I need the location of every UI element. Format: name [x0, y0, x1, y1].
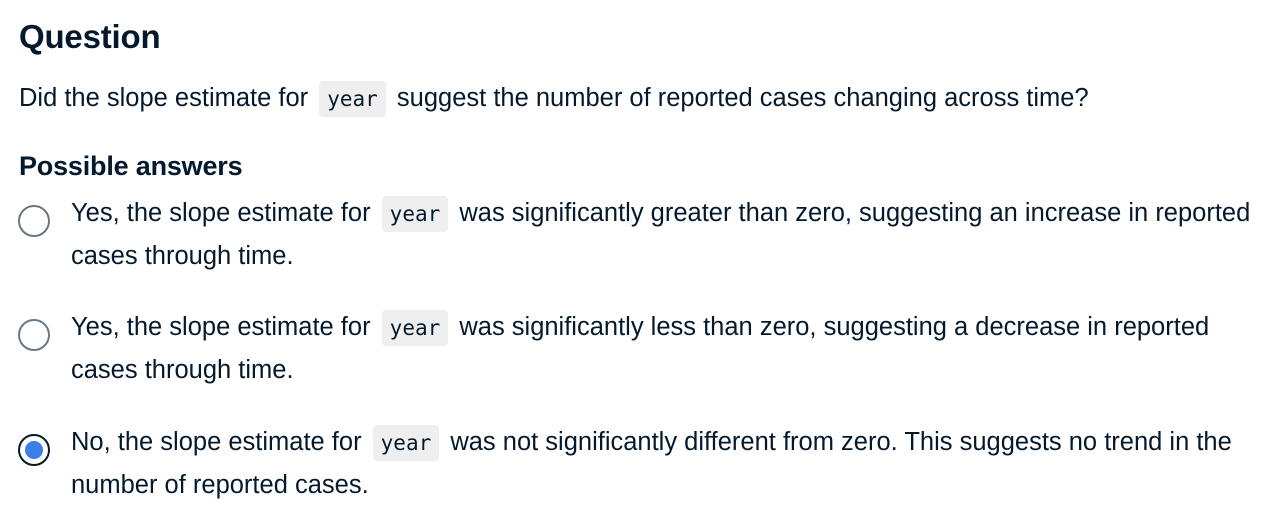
radio-button-selected-icon[interactable] [18, 434, 50, 466]
option-text-after: was significantly greater than zero, sug… [71, 199, 1251, 270]
question-text-before: Did the slope estimate for [19, 84, 309, 112]
radio-button-icon[interactable] [18, 319, 50, 351]
question-text-after: suggest the number of reported cases cha… [396, 84, 1089, 112]
option-text-before: Yes, the slope estimate for [71, 199, 371, 227]
option-text-after: was significantly less than zero, sugges… [71, 313, 1210, 384]
question-text: Did the slope estimate for year suggest … [19, 80, 1089, 117]
answer-option-label[interactable]: Yes, the slope estimate for year was sig… [71, 192, 1276, 277]
option-text-before: Yes, the slope estimate for [71, 313, 371, 341]
question-heading: Question [19, 18, 161, 55]
option-code: year [381, 196, 449, 232]
option-text-before: No, the slope estimate for [71, 428, 362, 456]
radio-dot-icon [25, 441, 43, 459]
question-code: year [319, 81, 386, 117]
option-code: year [381, 310, 449, 346]
option-code: year [372, 425, 440, 461]
option-text-after: was not significantly different from zer… [71, 428, 1232, 499]
answer-option-label[interactable]: No, the slope estimate for year was not … [71, 421, 1276, 506]
answer-option-label[interactable]: Yes, the slope estimate for year was sig… [71, 306, 1276, 391]
possible-answers-heading: Possible answers [19, 151, 243, 181]
radio-button-icon[interactable] [18, 205, 50, 237]
